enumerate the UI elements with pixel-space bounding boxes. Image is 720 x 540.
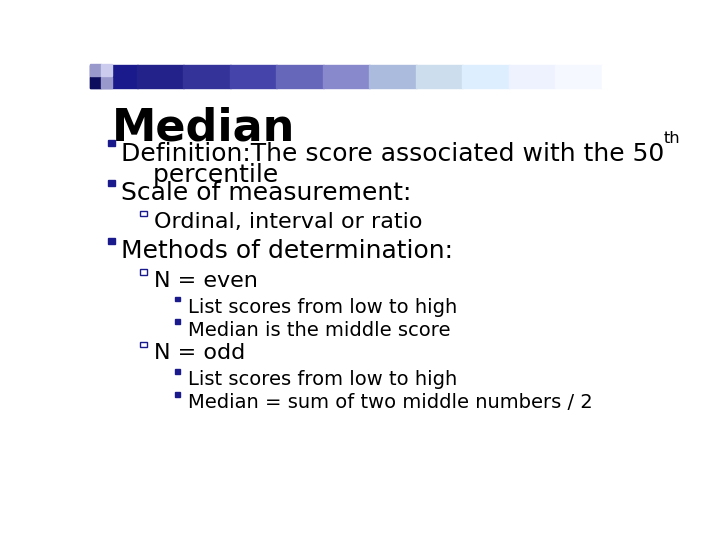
Text: percentile: percentile xyxy=(121,163,278,187)
Bar xyxy=(415,65,463,87)
Bar xyxy=(140,211,147,217)
Text: Median: Median xyxy=(112,106,296,150)
Bar xyxy=(109,238,115,244)
Bar xyxy=(276,65,323,87)
Text: Definition:The score associated with the 50: Definition:The score associated with the… xyxy=(121,141,664,166)
Bar xyxy=(140,269,147,275)
Bar xyxy=(175,319,180,324)
Bar xyxy=(555,65,603,87)
Bar xyxy=(101,77,112,87)
Bar xyxy=(101,64,112,76)
Bar xyxy=(175,369,180,374)
Text: List scores from low to high: List scores from low to high xyxy=(188,298,457,316)
Text: Ordinal, interval or ratio: Ordinal, interval or ratio xyxy=(154,212,423,232)
Bar xyxy=(230,65,277,87)
Bar xyxy=(369,65,417,87)
Bar xyxy=(90,64,101,76)
Bar xyxy=(462,65,510,87)
Bar xyxy=(175,296,180,301)
Bar xyxy=(90,65,138,87)
Text: List scores from low to high: List scores from low to high xyxy=(188,370,457,389)
Bar xyxy=(109,180,115,186)
Bar xyxy=(140,342,147,347)
Text: N = odd: N = odd xyxy=(154,343,246,363)
Bar xyxy=(109,140,115,146)
Bar xyxy=(183,65,230,87)
Text: th: th xyxy=(664,131,680,146)
Bar xyxy=(90,77,101,87)
Bar xyxy=(323,65,370,87)
Bar xyxy=(137,65,184,87)
Text: Scale of measurement:: Scale of measurement: xyxy=(121,181,411,205)
Text: Median = sum of two middle numbers / 2: Median = sum of two middle numbers / 2 xyxy=(188,393,593,412)
Bar xyxy=(508,65,556,87)
Text: N = even: N = even xyxy=(154,271,258,291)
Text: Methods of determination:: Methods of determination: xyxy=(121,239,453,264)
Bar xyxy=(601,65,649,87)
Text: Median is the middle score: Median is the middle score xyxy=(188,321,450,340)
Bar xyxy=(175,392,180,397)
